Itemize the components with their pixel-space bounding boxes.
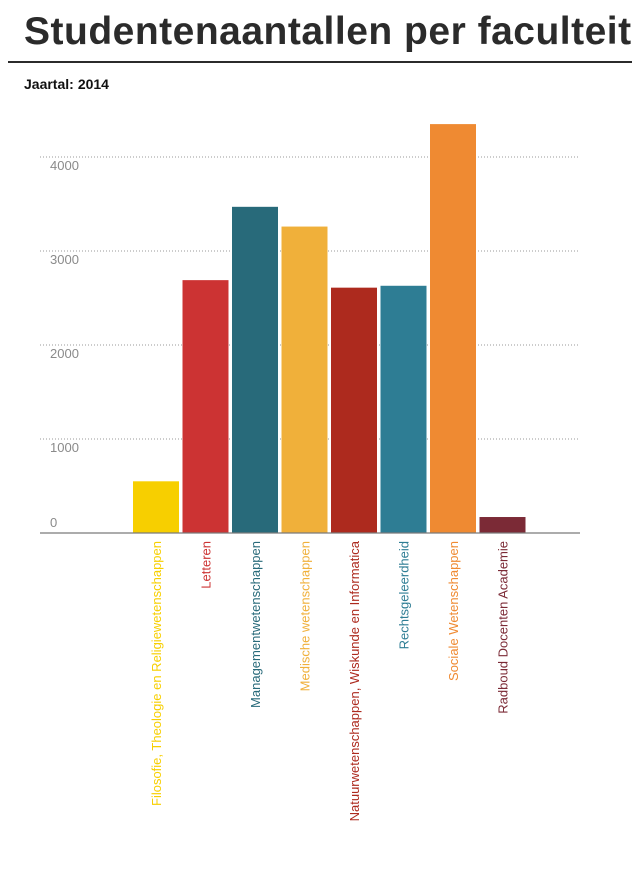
- bar: [232, 206, 278, 533]
- bar: [430, 124, 476, 533]
- year-indicator: Jaartal: 2014: [24, 76, 109, 92]
- bar: [182, 280, 229, 533]
- x-category-label: Filosofie, Theologie en Religiewetenscha…: [149, 541, 164, 806]
- x-category-label: Managementwetenschappen: [248, 541, 263, 708]
- bar: [281, 226, 328, 533]
- x-category-label: Radboud Docenten Academie: [496, 541, 511, 714]
- x-category-label: Rechtsgeleerdheid: [397, 541, 412, 649]
- y-tick-label: 0: [50, 515, 57, 530]
- x-category-label: Letteren: [199, 541, 214, 589]
- bar: [331, 287, 377, 533]
- page-title: Studentenaantallen per faculteit: [24, 10, 632, 53]
- y-tick-label: 2000: [50, 346, 79, 361]
- bar: [479, 517, 526, 533]
- bar: [133, 481, 179, 533]
- x-category-label: Sociale Wetenschappen: [446, 541, 461, 681]
- y-tick-label: 4000: [50, 158, 79, 173]
- title-divider: [8, 61, 632, 63]
- year-value: 2014: [77, 76, 109, 92]
- bar: [380, 285, 427, 533]
- x-category-label: Medische wetenschappen: [298, 541, 313, 691]
- y-tick-label: 3000: [50, 252, 79, 267]
- year-label: Jaartal:: [24, 76, 74, 92]
- x-category-label: Natuurwetenschappen, Wiskunde en Informa…: [347, 540, 362, 821]
- y-tick-label: 1000: [50, 440, 79, 455]
